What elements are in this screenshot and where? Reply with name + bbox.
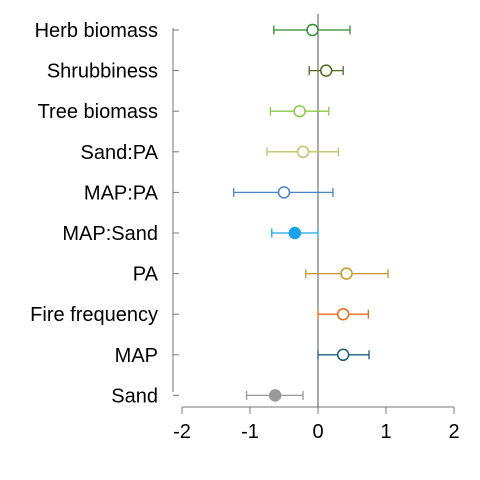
point-estimate [336, 348, 350, 362]
y-tick-label: Tree biomass [38, 101, 158, 123]
point-estimate [319, 64, 333, 77]
point-estimate [296, 145, 310, 159]
y-tick-label: Shrubbiness [47, 61, 158, 83]
x-tick-label: -2 [173, 421, 191, 443]
x-tick-label: 2 [448, 421, 459, 443]
point-estimate [293, 104, 306, 118]
marks-layer [233, 23, 389, 402]
y-tick-label: Sand:PA [81, 142, 159, 164]
point-estimate [306, 23, 319, 37]
y-tick-label: MAP:PA [84, 182, 159, 204]
y-tick-label: Herb biomass [35, 20, 158, 42]
point-estimate [268, 389, 282, 402]
x-tick-label: -1 [241, 421, 259, 443]
x-tick-label: 0 [312, 421, 323, 443]
x-tick-label: 1 [380, 421, 391, 443]
y-tick-label: Fire frequency [30, 304, 158, 326]
point-estimate [340, 267, 353, 280]
labels-layer: Herb biomass Shrubbiness Tree biomass Sand:… [30, 20, 459, 443]
axes-layer [172, 14, 455, 414]
y-tick-label: MAP:Sand [62, 223, 158, 245]
point-estimate [288, 226, 302, 240]
point-estimate [336, 307, 350, 321]
point-estimate [277, 186, 291, 199]
y-tick-label: PA [133, 264, 159, 286]
y-tick-label: Sand [111, 385, 158, 407]
y-tick-label: MAP [115, 345, 158, 367]
